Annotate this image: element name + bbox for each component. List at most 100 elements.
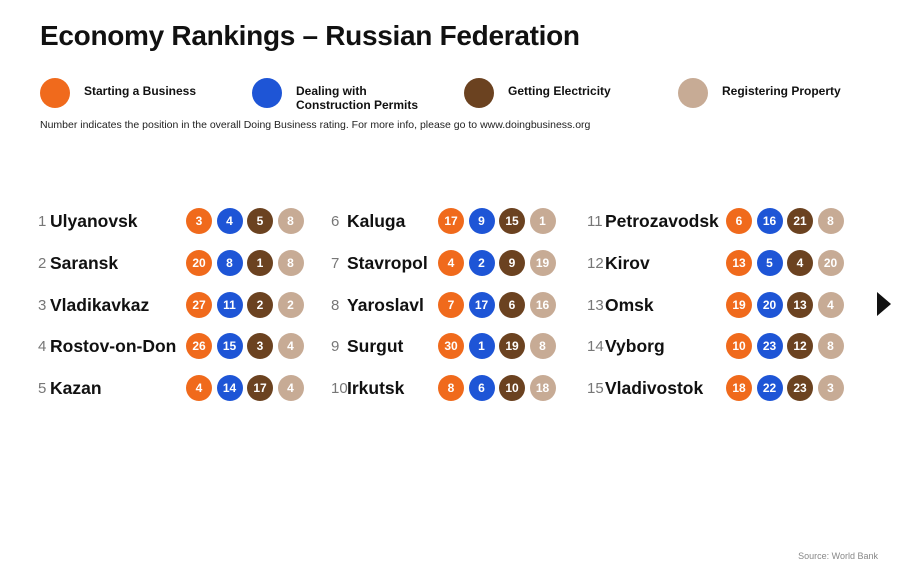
ranking-row: 14 Vyborg 10 23 12 8 [0, 331, 900, 361]
city-name: Irkutsk [347, 378, 405, 399]
legend-swatch-construction-permits [252, 78, 282, 108]
ranking-value-circle: 9 [499, 249, 525, 276]
ranking-value-circle: 18 [726, 375, 752, 402]
rank-number: 14 [587, 338, 604, 356]
ranking-value-circle: 19 [499, 333, 525, 360]
city-name: Vladivostok [605, 378, 704, 399]
ranking-row: 15 Vladivostok 18 22 23 3 [0, 373, 900, 403]
ranking-value-circle: 30 [438, 333, 464, 360]
ranking-row: 13 Omsk 19 20 13 4 [0, 290, 900, 320]
ranking-value-circle: 8 [817, 333, 844, 360]
ranking-value-circle: 2 [468, 249, 495, 276]
rank-number: 5 [38, 380, 47, 398]
city-name: Vyborg [605, 336, 665, 357]
city-name: Ulyanovsk [50, 211, 138, 231]
ranking-value-circle: 23 [756, 333, 783, 360]
city-name: Saransk [50, 252, 119, 273]
rank-number: 3 [38, 296, 47, 314]
chart-note: Number indicates the position in the ove… [40, 119, 591, 131]
city-name: Kaluga [347, 211, 406, 231]
ranking-value-circle: 4 [277, 375, 304, 402]
ranking-value-circle: 17 [247, 375, 273, 402]
ranking-value-circle: 3 [247, 333, 273, 360]
ranking-value-circle: 22 [756, 375, 783, 402]
ranking-value-circle: 27 [186, 291, 212, 318]
ranking-value-circle: 8 [216, 249, 243, 276]
legend-label-starting-business: Starting a Business [84, 84, 197, 98]
ranking-value-circle: 12 [787, 333, 813, 360]
legend-item-starting-business: Starting a Business [40, 78, 214, 108]
ranking-value-circle: 9 [468, 208, 495, 234]
ranking-value-circle: 20 [817, 249, 844, 276]
ranking-value-circle: 10 [499, 375, 525, 402]
ranking-value-circle: 21 [787, 208, 813, 234]
chart-title: Economy Rankings – Russian Federation [40, 20, 580, 51]
ranking-value-circle: 23 [787, 375, 813, 402]
city-name: Kirov [605, 252, 650, 273]
rank-number: 13 [587, 296, 604, 314]
ranking-value-circle: 17 [438, 208, 464, 234]
ranking-value-circle: 15 [499, 208, 525, 234]
ranking-row: 11 Petrozavodsk 6 16 21 8 [0, 206, 900, 236]
ranking-value-circle: 1 [247, 249, 273, 276]
ranking-value-circle: 26 [186, 333, 212, 360]
legend-swatch-registering-property [678, 78, 708, 108]
ranking-value-circle: 8 [277, 208, 304, 234]
ranking-row: 10 Irkutsk 8 6 10 18 [0, 373, 900, 403]
rank-number: 8 [331, 296, 340, 314]
rank-number: 4 [38, 338, 47, 356]
ranking-value-circle: 19 [726, 291, 752, 318]
ranking-value-circle: 3 [817, 375, 844, 402]
ranking-row: 8 Yaroslavl 7 17 6 16 [0, 290, 900, 320]
legend-item-getting-electricity: Getting Electricity [464, 78, 638, 108]
ranking-value-circle: 11 [216, 291, 243, 318]
legend-label-construction-permits: Dealing with Construction Permits [296, 84, 419, 112]
legend-swatch-starting-business [40, 78, 70, 108]
ranking-row: 3 Vladikavkaz 27 11 2 2 [0, 290, 900, 320]
ranking-row: 1 Ulyanovsk 3 4 5 8 [0, 206, 900, 236]
ranking-value-circle: 13 [726, 249, 752, 276]
ranking-value-circle: 8 [817, 208, 844, 234]
legend-swatch-getting-electricity [464, 78, 494, 108]
city-name: Yaroslavl [347, 294, 424, 315]
ranking-row: 12 Kirov 13 5 4 20 [0, 248, 900, 278]
rank-number: 10 [331, 380, 348, 398]
next-arrow-icon[interactable] [877, 292, 891, 316]
ranking-value-circle: 14 [216, 375, 243, 402]
legend-label-registering-property: Registering Property [722, 84, 841, 98]
ranking-value-circle: 8 [438, 375, 464, 402]
city-name: Vladikavkaz [50, 294, 150, 315]
ranking-value-circle: 6 [468, 375, 495, 402]
rank-number: 7 [331, 254, 340, 272]
ranking-value-circle: 20 [756, 291, 783, 318]
city-name: Stavropol [347, 252, 428, 273]
rank-number: 2 [38, 254, 47, 272]
ranking-value-circle: 7 [438, 291, 464, 318]
ranking-value-circle: 13 [787, 291, 813, 318]
legend-label-getting-electricity: Getting Electricity [508, 84, 611, 98]
rank-number: 6 [331, 213, 340, 230]
legend-item-registering-property: Registering Property [678, 78, 852, 108]
ranking-value-circle: 6 [726, 208, 752, 234]
ranking-value-circle: 4 [216, 208, 243, 234]
legend-item-construction-permits: Dealing with Construction Permits [252, 78, 426, 112]
ranking-value-circle: 8 [277, 249, 304, 276]
ranking-value-circle: 3 [186, 208, 212, 234]
ranking-value-circle: 4 [186, 375, 212, 402]
ranking-value-circle: 19 [529, 249, 556, 276]
ranking-value-circle: 5 [756, 249, 783, 276]
city-name: Rostov-on-Don [50, 336, 177, 357]
ranking-value-circle: 4 [438, 249, 464, 276]
ranking-value-circle: 2 [277, 291, 304, 318]
ranking-value-circle: 17 [468, 291, 495, 318]
rank-number: 12 [587, 254, 604, 272]
ranking-value-circle: 16 [756, 208, 783, 234]
ranking-value-circle: 4 [787, 249, 813, 276]
ranking-value-circle: 6 [499, 291, 525, 318]
ranking-row: 5 Kazan 4 14 17 4 [0, 373, 900, 403]
ranking-value-circle: 4 [277, 333, 304, 360]
city-name: Petrozavodsk [605, 211, 719, 231]
source-note: Source: World Bank [798, 551, 878, 561]
ranking-value-circle: 8 [529, 333, 556, 360]
rank-number: 11 [587, 213, 603, 230]
